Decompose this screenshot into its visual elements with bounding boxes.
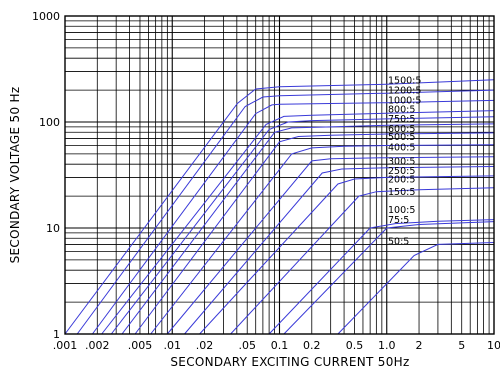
- curve-400-5: [150, 144, 495, 335]
- curve-label: 600:5: [388, 124, 415, 135]
- curve-label: 150:5: [388, 187, 415, 198]
- curve-layer: [64, 79, 495, 335]
- curve-label: 1000:5: [388, 95, 421, 106]
- curve-label: 800:5: [388, 105, 415, 116]
- y-tick-label: 10: [46, 222, 60, 235]
- plot-frame: [64, 15, 495, 335]
- x-tick-label: 10: [487, 339, 500, 352]
- curve-200-5: [199, 175, 495, 335]
- x-tick-label: 0.2: [303, 339, 321, 352]
- y-tick-label: 1000: [32, 10, 60, 23]
- curve-600-5: [121, 123, 495, 335]
- curve-label-layer: 1500:51200:51000:5800:5750:5600:5500:540…: [388, 75, 421, 247]
- curve-50-5: [337, 242, 495, 335]
- x-axis-title: SECONDARY EXCITING CURRENT 50Hz: [170, 355, 409, 369]
- curve-label: 50:5: [388, 237, 409, 248]
- curve-1000-5: [91, 99, 495, 335]
- x-tick-label: .05: [238, 339, 256, 352]
- tick-label-layer: .001 .002 .005 .01 .02 .05 0.1 0.2 0.5 1.0 2 5 10 1 10…: [32, 10, 500, 352]
- curve-label: 100:5: [388, 205, 415, 216]
- x-tick-label: .005: [128, 339, 153, 352]
- curve-800-5: [101, 110, 495, 335]
- x-tick-label: .02: [196, 339, 214, 352]
- y-axis-title: SECONDARY VOLTAGE 50 Hz: [8, 87, 22, 264]
- curve-150-5: [230, 187, 495, 335]
- x-tick-label: .01: [164, 339, 182, 352]
- curve-300-5: [166, 156, 495, 335]
- curve-1200-5: [76, 89, 495, 335]
- curve-500-5: [134, 132, 495, 335]
- curve-label: 400:5: [388, 143, 415, 154]
- grid-layer: [65, 16, 494, 334]
- curve-75-5: [283, 221, 495, 335]
- curve-label: 750:5: [388, 114, 415, 125]
- curve-250-5: [184, 166, 495, 335]
- curve-label: 250:5: [388, 166, 415, 177]
- x-tick-label: 0.1: [271, 339, 289, 352]
- y-tick-label: 1: [53, 328, 60, 341]
- curve-label: 300:5: [388, 156, 415, 167]
- curve-label: 1500:5: [388, 75, 421, 86]
- curve-label: 1200:5: [388, 86, 421, 97]
- x-tick-label: 5: [458, 339, 465, 352]
- curve-750-5: [110, 116, 495, 335]
- y-tick-label: 100: [39, 116, 60, 129]
- x-tick-label: .002: [85, 339, 110, 352]
- curve-label: 75:5: [388, 215, 409, 226]
- curve-label: 500:5: [388, 132, 415, 143]
- x-tick-label: .001: [53, 339, 78, 352]
- x-tick-label: 0.5: [346, 339, 364, 352]
- x-tick-label: 2: [416, 339, 423, 352]
- curve-100-5: [268, 219, 495, 335]
- curve-1500-5: [64, 79, 495, 335]
- x-tick-label: 1.0: [378, 339, 396, 352]
- curve-label: 200:5: [388, 174, 415, 185]
